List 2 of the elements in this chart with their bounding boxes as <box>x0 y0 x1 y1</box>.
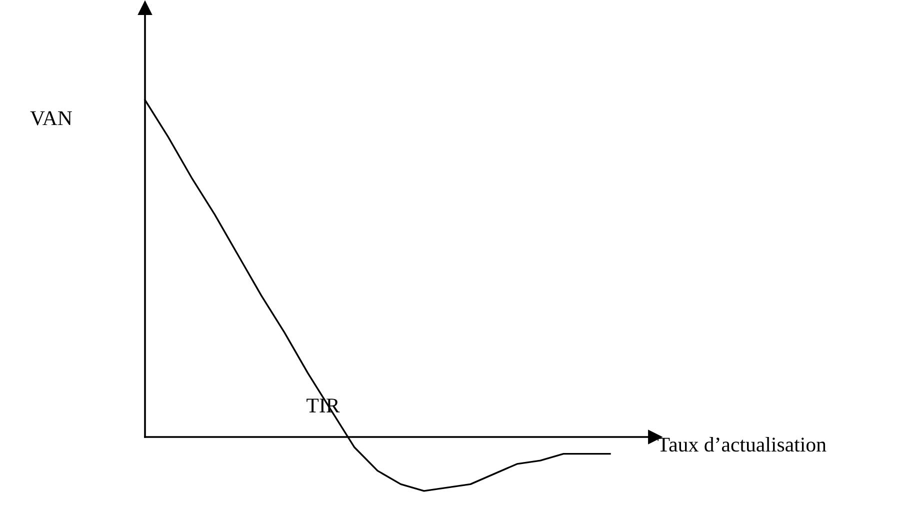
y-axis-title: VAN <box>30 111 72 126</box>
x-axis-title: Taux d’actualisation <box>658 437 826 452</box>
